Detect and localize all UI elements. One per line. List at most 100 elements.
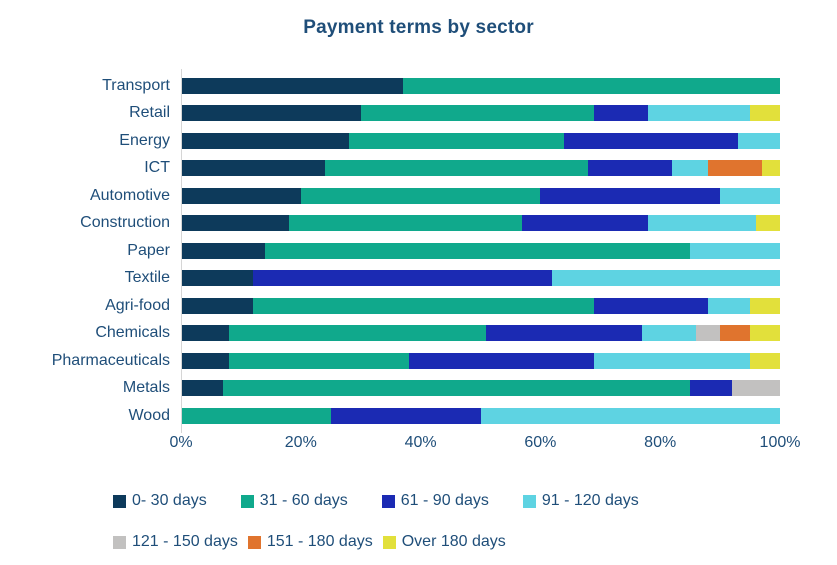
bar-rows: Transport Retail Energy ICT Automotive Constr… [0,72,780,430]
category-label: Construction [80,214,170,232]
category-label: Wood [128,406,170,424]
bar-segment [181,325,229,342]
bar-segment [540,187,721,204]
bar-row: Wood [0,402,780,430]
y-axis-line [181,69,182,433]
legend-label: Over 180 days [401,533,506,550]
bar-segment [181,187,301,204]
bar-segment [708,297,751,314]
bar-segment [181,297,253,314]
bar-segment [181,77,403,94]
bar-segment [360,105,595,122]
bar-track [181,297,780,314]
legend-row-2: 121 - 150 days 151 - 180 days Over 180 day… [113,533,639,551]
legend-swatch-icon [381,494,395,508]
bar-segment [648,105,751,122]
bar-track [181,380,780,397]
bar-segment [181,270,253,287]
category-label: Metals [122,379,170,397]
bar-row: ICT [0,155,780,183]
bar-track [181,242,780,259]
bar-track [181,77,780,94]
x-axis-tick-label: 60% [524,434,557,451]
bar-row: Metals [0,375,780,403]
bar-segment [330,407,481,424]
bar-segment [750,352,780,369]
bar-segment [181,380,223,397]
bar-segment [720,325,750,342]
bar-segment [588,160,673,177]
bar-segment [738,132,780,149]
bar-segment [181,160,325,177]
bar-segment [264,242,691,259]
chart-title: Payment terms by sector [303,17,534,38]
bar-segment [300,187,541,204]
bar-track [181,407,780,424]
bar-segment [642,325,697,342]
bar-segment [750,325,780,342]
bar-row: Paper [0,237,780,265]
bar-segment [348,132,565,149]
bar-segment [756,215,780,232]
legend-label: 91 - 120 days [541,492,639,509]
category-label: Energy [119,131,170,149]
bar-row: Retail [0,100,780,128]
bar-row: Textile [0,265,780,293]
category-label: Transport [102,76,170,94]
bar-segment [324,160,589,177]
x-axis: 0% 20% 40% 60% 80% 100% [169,431,800,451]
bar-segment [594,297,709,314]
category-label: Paper [127,241,170,259]
bar-segment [732,380,780,397]
legend-row-1: 0- 30 days 31 - 60 days 61 - 90 days 91 - 1… [113,492,639,510]
bar-segment [252,270,553,287]
bar-segment [564,132,739,149]
bar-segment [690,242,780,259]
bar-segment [708,160,762,177]
bar-segment [288,215,523,232]
category-label: Textile [124,269,170,287]
x-axis-tick-label: 20% [284,434,317,451]
category-label: Retail [129,104,170,122]
legend: 0- 30 days 31 - 60 days 61 - 90 days 91 - 1… [113,492,639,551]
legend-swatch-icon [113,494,126,508]
bar-segment [762,160,780,177]
bar-segment [402,77,780,94]
bar-segment [222,380,691,397]
x-axis-tick-label: 80% [644,434,677,451]
bar-row: Construction [0,210,780,238]
legend-item: 0- 30 days [113,492,207,510]
bar-segment [408,352,595,369]
bar-track [181,270,780,287]
bar-segment [252,297,595,314]
bar-row: Transport [0,72,780,100]
bar-track [181,187,780,204]
bar-segment [480,407,780,424]
bar-segment [720,187,780,204]
bar-segment [690,380,733,397]
bar-segment [696,325,721,342]
legend-item: 61 - 90 days [381,492,489,510]
bar-segment [181,132,349,149]
bar-segment [228,325,487,342]
bar-segment [594,352,751,369]
plot-area: Transport Retail Energy ICT Automotive Constr… [0,69,780,433]
legend-label: 121 - 150 days [132,533,238,550]
legend-swatch-icon [247,535,261,549]
legend-swatch-icon [240,494,254,508]
legend-swatch-icon [522,494,536,508]
x-axis-tick-label: 40% [404,434,437,451]
legend-swatch-icon [382,535,396,549]
legend-label: 31 - 60 days [259,492,348,509]
legend-swatch-icon [113,535,126,549]
bar-segment [181,352,229,369]
category-label: ICT [144,159,170,177]
category-label: Automotive [89,186,170,204]
legend-label: 0- 30 days [132,492,207,509]
x-axis-tick-label: 100% [759,434,801,451]
category-label: Pharmaceuticals [51,351,170,369]
bar-track [181,352,780,369]
legend-label: 151 - 180 days [266,533,373,550]
bar-row: Chemicals [0,320,780,348]
